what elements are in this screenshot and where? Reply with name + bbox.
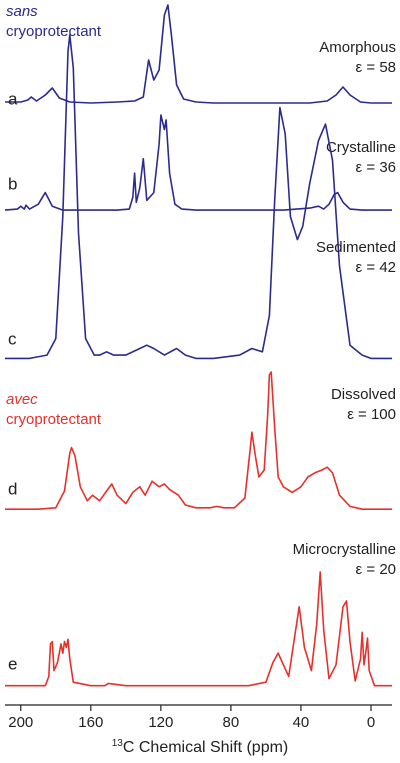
x-tick-label: 200: [8, 714, 33, 731]
x-tick-label: 0: [367, 714, 375, 731]
panel-letter: c: [8, 329, 17, 348]
x-label-superscript: 13: [112, 738, 124, 749]
group-prefix: sans: [6, 3, 38, 20]
spectrum-line: [5, 371, 392, 510]
panel-annotation: ε = 42: [356, 259, 396, 276]
panel-name: Microcrystalline: [293, 541, 396, 558]
x-axis-label: 13C Chemical Shift (ppm): [112, 738, 289, 757]
group-prefix: avec: [6, 391, 38, 408]
x-tick-label: 160: [78, 714, 103, 731]
x-tick-label: 120: [148, 714, 173, 731]
x-label-text: C Chemical Shift (ppm): [123, 739, 288, 756]
panel-letter: a: [8, 89, 18, 108]
spectrum-line: [5, 571, 392, 687]
group-text: cryoprotectant: [6, 23, 102, 40]
x-tick-label: 40: [293, 714, 310, 731]
x-tick-label: 80: [223, 714, 240, 731]
panel-name: Sedimented: [316, 239, 396, 256]
panel-annotation: ε = 58: [356, 59, 396, 76]
panel-annotation: ε = 100: [347, 406, 396, 423]
panel-annotation: ε = 36: [356, 159, 396, 176]
panel-letter: b: [8, 174, 17, 193]
panel-annotation: ε = 20: [356, 561, 396, 578]
panel-name: Crystalline: [326, 139, 396, 156]
panel-name: Amorphous: [319, 39, 396, 56]
spectrum-line: [4, 114, 392, 211]
spectrum-line: [5, 34, 392, 360]
panel-letter: d: [8, 479, 17, 498]
spectrum-line: [5, 4, 392, 104]
panel-name: Dissolved: [331, 386, 396, 403]
panel-letter: e: [8, 654, 17, 673]
group-text: cryoprotectant: [6, 411, 102, 428]
